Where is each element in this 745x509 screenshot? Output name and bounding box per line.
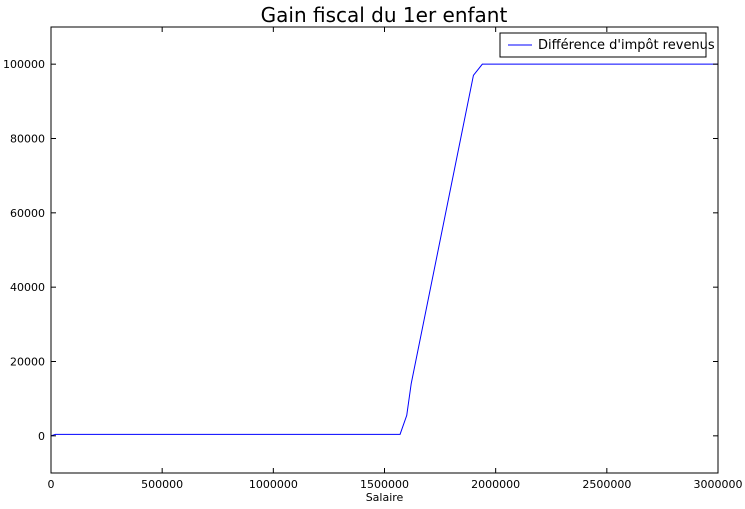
x-tick-label: 1500000 <box>360 478 409 491</box>
x-tick-label: 0 <box>48 478 55 491</box>
x-tick-label: 500000 <box>141 478 183 491</box>
y-tick-label: 60000 <box>10 207 45 220</box>
legend: Différence d'impôt revenus <box>499 32 715 58</box>
x-tick-label: 2500000 <box>582 478 631 491</box>
x-axis-label: Salaire <box>366 491 404 504</box>
x-tick-label: 2000000 <box>471 478 520 491</box>
y-tick-label: 40000 <box>10 281 45 294</box>
legend-label: Différence d'impôt revenus <box>538 38 715 53</box>
ticks-layer: 0 500000 1000000 1500000 2000000 2500000 30000… <box>3 27 743 491</box>
chart-title: Gain fiscal du 1er enfant <box>261 3 508 27</box>
series-layer <box>50 63 718 437</box>
x-tick-label: 1000000 <box>249 478 298 491</box>
y-tick-label: 0 <box>38 430 45 443</box>
y-tick-label: 20000 <box>10 356 45 369</box>
y-tick-label: 80000 <box>10 133 45 146</box>
y-tick-label: 100000 <box>3 58 45 71</box>
x-tick-label: 3000000 <box>694 478 743 491</box>
legend-box <box>499 32 707 58</box>
series-line <box>50 63 718 437</box>
